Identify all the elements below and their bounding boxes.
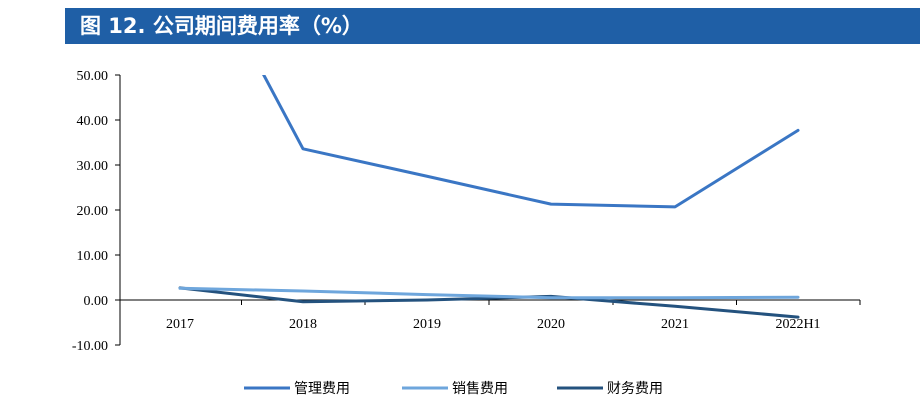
y-tick-label: -10.00 (72, 339, 108, 354)
y-tick-label: 10.00 (77, 249, 109, 264)
x-tick-label: 2019 (413, 317, 441, 332)
legend-label-sales-expense: 销售费用 (452, 381, 508, 397)
x-tick-label: 2022H1 (775, 317, 820, 332)
series-line-management-expense (262, 75, 800, 209)
series-line-finance-expense (178, 286, 800, 319)
y-tick-label: 50.00 (77, 69, 109, 84)
series-layer (178, 75, 800, 319)
y-tick-label: 30.00 (77, 159, 109, 174)
axes: 50.00 40.00 30.00 20.00 10.00 0.00 -10.00 2017 2… (72, 69, 861, 354)
title-bar: 图 12. 公司期间费用率（%） (0, 0, 920, 44)
x-tick-label: 2021 (661, 317, 689, 332)
title-background (65, 8, 920, 44)
chart-title: 图 12. 公司期间费用率（%） (80, 14, 363, 38)
y-tick-label: 20.00 (77, 204, 109, 219)
y-tick-label: 40.00 (77, 114, 109, 129)
x-tick-label: 2020 (537, 317, 565, 332)
y-tick-label: 0.00 (84, 294, 109, 309)
x-tick-label: 2017 (166, 317, 194, 332)
legend-label-finance-expense: 财务费用 (607, 381, 663, 397)
legend: 管理费用 销售费用 财务费用 (244, 381, 663, 397)
legend-label-management-expense: 管理费用 (294, 381, 350, 397)
series-line-sales-expense (178, 286, 800, 300)
x-tick-label: 2018 (289, 317, 317, 332)
